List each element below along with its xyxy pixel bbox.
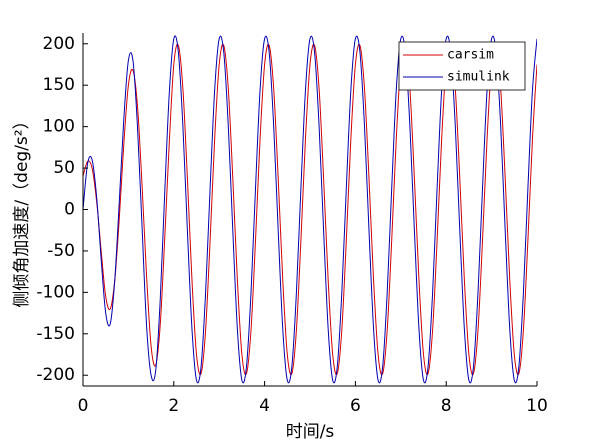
y-tick-label: 200 xyxy=(43,34,75,54)
x-axis-label: 时间/s xyxy=(286,422,335,442)
x-tick-label: 2 xyxy=(168,396,179,416)
y-tick-label: -200 xyxy=(36,365,75,385)
legend-box xyxy=(398,41,526,91)
y-axis-label: 侧倾角加速度/（deg/s²） xyxy=(12,112,32,307)
y-tick-label: 50 xyxy=(53,158,75,178)
x-tick-label: 6 xyxy=(350,396,361,416)
y-tick-label: -150 xyxy=(36,324,75,344)
series-line xyxy=(83,43,537,376)
y-tick-label: 100 xyxy=(43,117,75,137)
y-tick-label: -50 xyxy=(47,241,75,261)
series-line xyxy=(83,35,537,384)
x-tick-label: 0 xyxy=(78,396,89,416)
x-tick-label: 10 xyxy=(526,396,548,416)
legend-label: carsim xyxy=(447,48,494,63)
y-tick-label: -100 xyxy=(36,282,75,302)
legend-label: simulink xyxy=(447,70,510,85)
y-tick-label: 0 xyxy=(64,200,75,220)
y-tick-label: 150 xyxy=(43,75,75,95)
x-tick-label: 8 xyxy=(441,396,452,416)
x-tick-label: 4 xyxy=(259,396,270,416)
